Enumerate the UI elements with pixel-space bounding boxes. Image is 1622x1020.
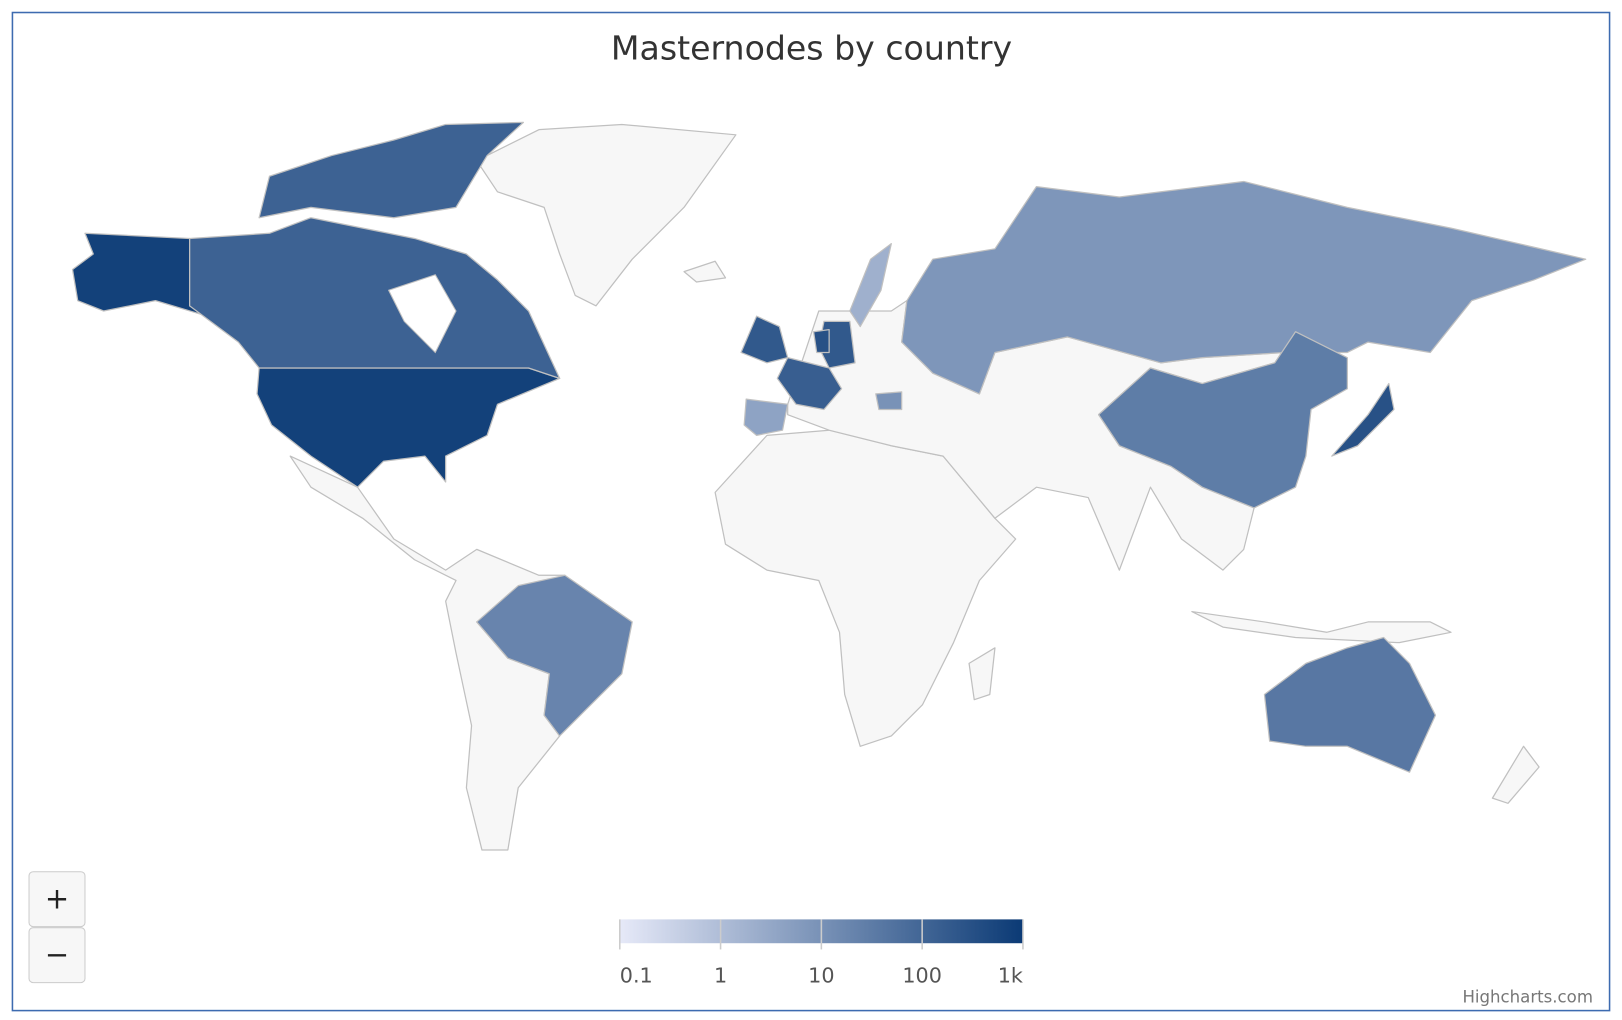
land-area	[1491, 745, 1540, 804]
country	[875, 391, 903, 411]
tick-label: 10	[808, 963, 834, 987]
tick-label: 0.1	[620, 963, 653, 987]
tick-label: 1	[714, 963, 727, 987]
country	[812, 329, 830, 354]
country	[1331, 382, 1395, 457]
zoom-out-button[interactable]: −	[28, 927, 86, 984]
tick-label: 100	[902, 963, 942, 987]
map	[71, 121, 1587, 851]
country	[189, 121, 561, 379]
country	[476, 574, 633, 737]
country	[901, 180, 1587, 395]
tick-label: 1k	[998, 963, 1023, 987]
land-area	[289, 455, 566, 851]
country	[1263, 636, 1437, 773]
zoom-out-label[interactable]: −	[45, 938, 69, 972]
country	[849, 243, 892, 328]
country	[743, 398, 789, 436]
water	[387, 274, 457, 354]
land-area	[476, 123, 737, 307]
land-area	[1191, 610, 1452, 644]
land-area	[683, 260, 727, 283]
country	[740, 315, 789, 364]
land-area	[968, 647, 996, 701]
chart-title: Masternodes by country	[611, 28, 1012, 67]
color-legend: 0.1 1 10 100 1k	[619, 919, 1024, 987]
zoom-in-button[interactable]: +	[28, 871, 86, 928]
credits[interactable]: Highcharts.com	[1462, 988, 1593, 1007]
country	[1097, 331, 1348, 509]
zoom-in-label[interactable]: +	[45, 882, 69, 916]
